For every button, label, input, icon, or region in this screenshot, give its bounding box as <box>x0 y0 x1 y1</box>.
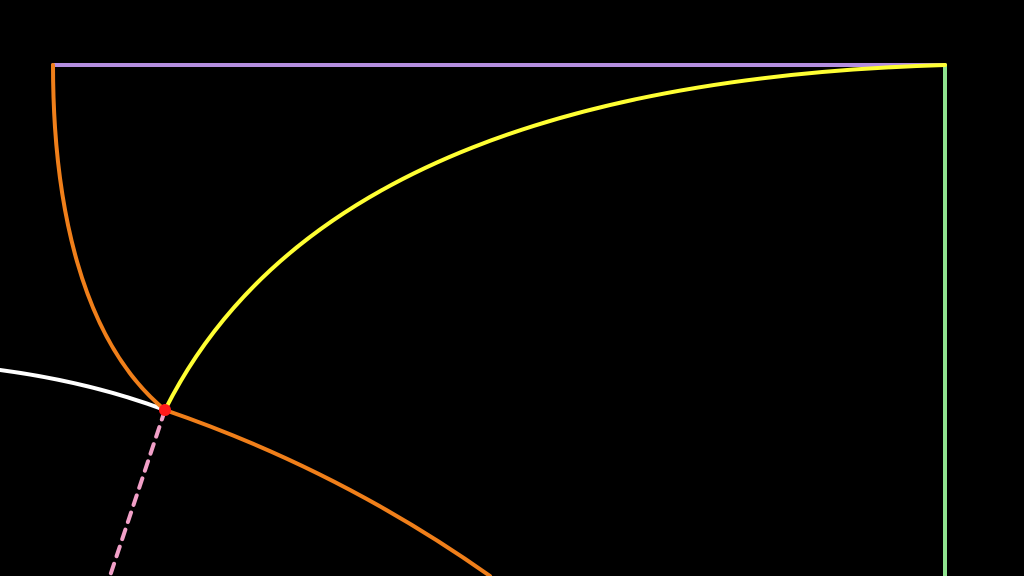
white-curve <box>0 368 167 412</box>
orange-curve-lower <box>163 408 492 576</box>
yellow-curve <box>163 63 947 412</box>
dashed-line <box>108 408 167 576</box>
orange-curve-upper <box>51 63 167 412</box>
intersection-point <box>159 404 171 416</box>
